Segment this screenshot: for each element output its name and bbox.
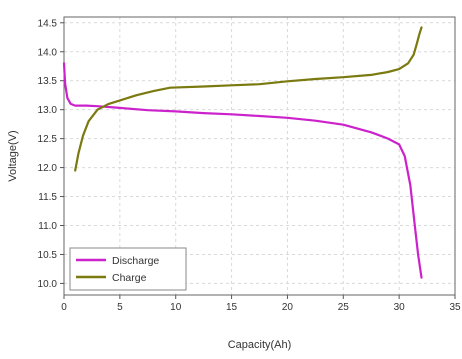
y-tick-label: 10.0 — [38, 279, 58, 290]
plot-frame — [63, 16, 456, 296]
y-tick-label: 11.0 — [38, 221, 57, 232]
y-tick-label: 10.5 — [38, 250, 58, 261]
x-tick-label: 15 — [226, 302, 238, 313]
x-tick-label: 30 — [394, 302, 406, 313]
series-line-discharge — [62, 62, 423, 279]
legend: Discharge Charge — [69, 247, 187, 291]
series-line-charge — [74, 26, 423, 172]
x-tick-label: 10 — [170, 302, 182, 313]
legend-label-discharge: Discharge — [112, 255, 159, 267]
y-tick-label: 13.0 — [38, 105, 58, 116]
y-axis-label: Voltage(V) — [7, 130, 19, 181]
data-series — [62, 26, 423, 279]
axis-ticks: 0 5 10 15 20 25 30 35 10.0 10.5 11.0 11.5 12.0 12.5 13… — [38, 18, 461, 313]
legend-label-charge: Charge — [112, 272, 147, 284]
legend-box — [69, 247, 187, 291]
y-tick-label: 14.0 — [38, 47, 58, 58]
y-tick-label: 12.5 — [38, 134, 58, 145]
y-tick-label: 12.0 — [38, 163, 58, 174]
x-tick-label: 35 — [449, 302, 461, 313]
y-tick-label: 13.5 — [38, 76, 58, 87]
x-axis-label: Capacity(Ah) — [228, 339, 292, 351]
x-tick-label: 5 — [117, 302, 123, 313]
x-tick-label: 0 — [61, 302, 67, 313]
y-tick-label: 14.5 — [38, 18, 58, 29]
x-tick-label: 20 — [282, 302, 294, 313]
y-tick-label: 11.5 — [38, 192, 57, 203]
x-tick-label: 25 — [338, 302, 350, 313]
